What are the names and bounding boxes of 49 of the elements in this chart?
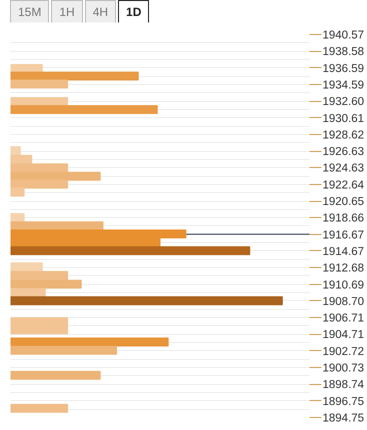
bar bbox=[10, 97, 68, 106]
y-tick-label: 1930.61 bbox=[322, 112, 364, 125]
bar bbox=[10, 246, 250, 256]
bar bbox=[10, 188, 25, 197]
y-tick-label: 1912.68 bbox=[322, 262, 364, 275]
bar bbox=[10, 213, 25, 222]
y-tick-label: 1906.71 bbox=[322, 312, 364, 325]
y-tick-label: 1926.63 bbox=[322, 146, 364, 158]
y-tick-label: 1914.67 bbox=[322, 246, 364, 258]
bar bbox=[10, 105, 158, 114]
bar bbox=[10, 346, 118, 355]
y-tick-label: 1916.67 bbox=[322, 229, 364, 242]
y-tick-label: 1938.58 bbox=[322, 46, 364, 58]
y-tick-label: 1932.60 bbox=[322, 96, 364, 108]
bar bbox=[10, 80, 68, 89]
bar bbox=[10, 338, 169, 346]
y-tick-label: 1936.59 bbox=[322, 62, 364, 75]
y-tick-label: 1902.72 bbox=[322, 346, 364, 358]
y-tick-label: 1898.74 bbox=[322, 379, 365, 392]
bar bbox=[10, 72, 139, 81]
y-tick-label: 1904.71 bbox=[322, 329, 364, 342]
bar bbox=[10, 296, 283, 306]
bar bbox=[10, 280, 82, 289]
bar bbox=[10, 404, 68, 413]
y-tick-label: 1900.73 bbox=[322, 362, 364, 375]
y-tick-label: 1910.69 bbox=[322, 279, 364, 292]
bar bbox=[10, 262, 43, 272]
text: 4H bbox=[84, 0, 116, 26]
y-tick-label: 1928.62 bbox=[322, 129, 364, 142]
bar bbox=[10, 146, 21, 156]
y-tick-label: 1918.66 bbox=[322, 212, 364, 225]
bar bbox=[10, 180, 68, 189]
bar bbox=[10, 154, 32, 164]
y-tick-label: 1922.64 bbox=[322, 179, 365, 192]
bar bbox=[10, 221, 104, 230]
y-tick-label: 1908.70 bbox=[322, 296, 364, 308]
y-tick-label: 1920.65 bbox=[322, 196, 364, 208]
y-tick-label: 1896.75 bbox=[322, 396, 364, 408]
bar bbox=[10, 271, 68, 280]
text: 15M bbox=[10, 0, 50, 26]
y-tick-label: 1940.57 bbox=[322, 30, 364, 42]
bar bbox=[10, 163, 68, 172]
text: 1H bbox=[51, 0, 83, 26]
y-tick-label: 1894.75 bbox=[322, 412, 364, 424]
bar bbox=[10, 370, 101, 380]
y-tick-label: 1934.59 bbox=[322, 79, 364, 92]
y-tick-label: 1924.63 bbox=[322, 162, 364, 175]
bar bbox=[10, 288, 46, 298]
text: 1D bbox=[118, 0, 150, 26]
